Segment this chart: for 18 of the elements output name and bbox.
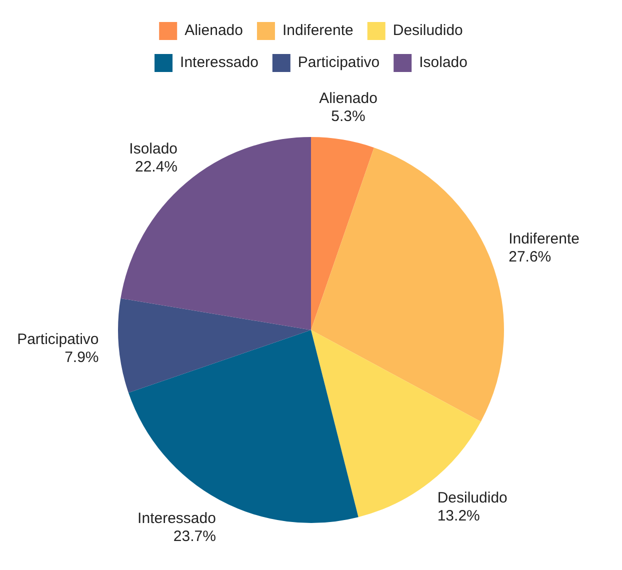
legend-label: Isolado [419,54,468,72]
slice-label: Indiferente [508,230,580,248]
slice-label: Alienado [319,90,378,108]
legend-label: Participativo [298,54,380,72]
data-label: 22.4% [134,158,178,176]
legend-label: Desiludido [392,22,463,40]
slice-label: Participativo [17,330,99,348]
slice-label: Isolado [129,140,178,158]
data-label: 13.2% [437,508,480,525]
data-label: 5.3% [331,108,366,126]
legend-label: Indiferente [282,22,354,40]
slice-label: Interessado [138,510,216,528]
data-label: 7.9% [64,348,99,366]
data-label: 27.6% [508,248,552,266]
legend-label: Alienado [184,22,243,40]
legend-label: Interessado [180,54,258,72]
data-label: 23.7% [173,528,216,546]
slice-label: Desiludido [437,490,508,507]
